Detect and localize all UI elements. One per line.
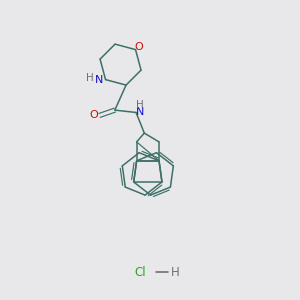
Text: H: H (171, 266, 179, 279)
Text: O: O (135, 42, 143, 52)
Text: N: N (95, 75, 103, 85)
Text: H: H (86, 73, 94, 83)
Text: O: O (90, 110, 99, 120)
Text: Cl: Cl (134, 266, 146, 279)
Text: N: N (135, 106, 144, 117)
Text: H: H (136, 100, 143, 110)
